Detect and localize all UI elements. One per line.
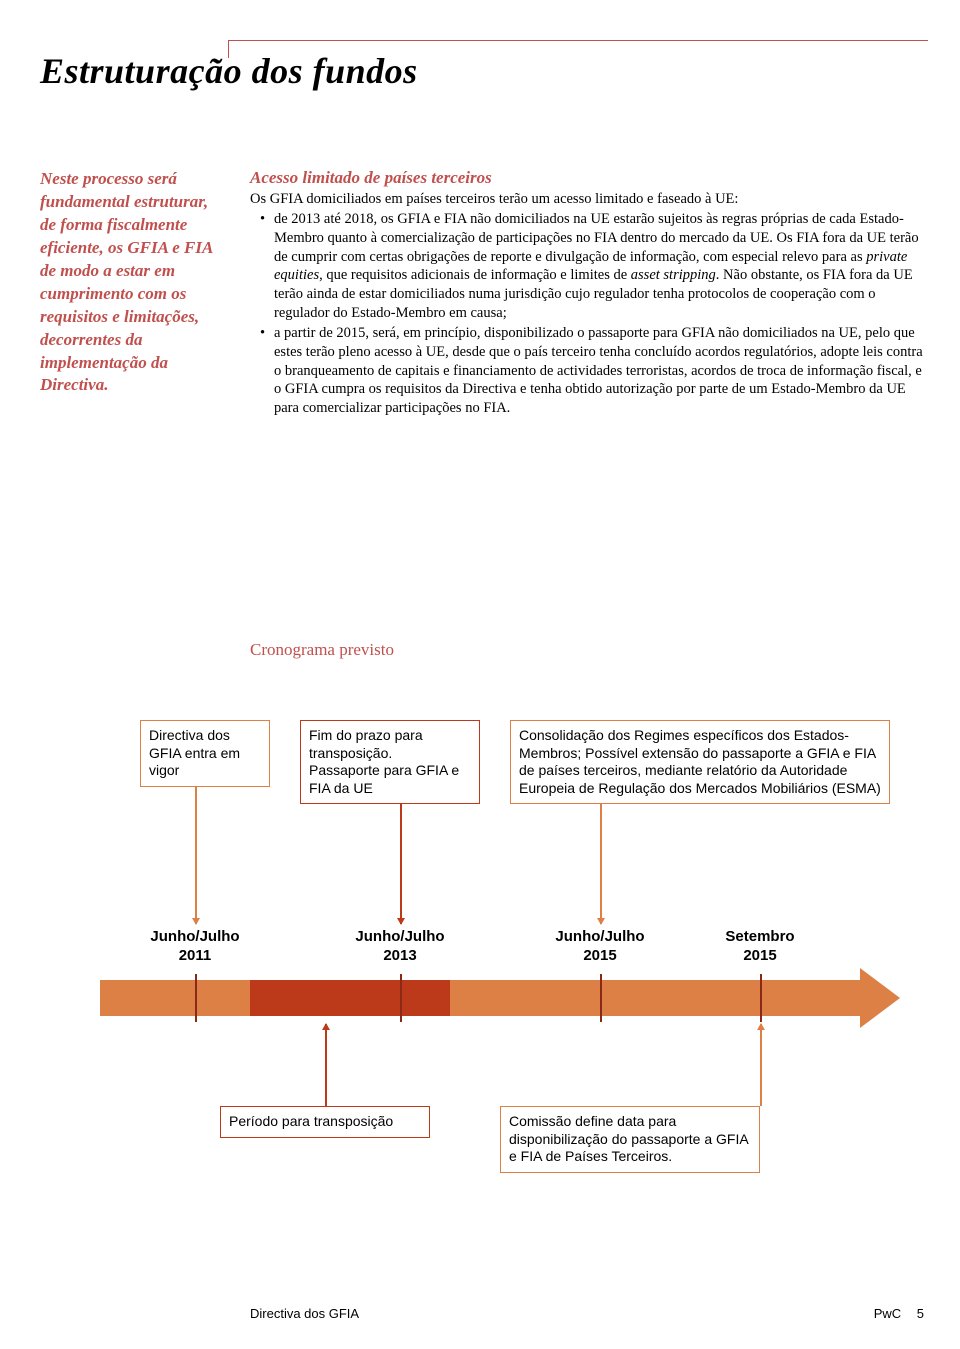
bullet-list: de 2013 até 2018, os GFIA e FIA não domi… (250, 210, 926, 418)
section-heading: Acesso limitado de países terceiros (250, 168, 926, 188)
timeline-date-label: Junho/Julho2015 (540, 928, 660, 966)
timeline-arrow-body (100, 980, 860, 1016)
timeline-arrow-head (860, 968, 900, 1028)
timeline-connector-down (400, 804, 402, 924)
asset-stripping-term: asset stripping (631, 267, 716, 283)
sidebar-blurb: Neste processo será fundamental estrutur… (40, 168, 220, 397)
timeline-upper-box: Directiva dos GFIA entra em vigor (140, 720, 270, 787)
footer-right: PwC 5 (874, 1306, 924, 1321)
timeline-tick (760, 974, 762, 1022)
main-column: Acesso limitado de países terceiros Os G… (250, 168, 926, 418)
bullet1-part-b: , que requisitos adicionais de informaçã… (319, 267, 631, 283)
timeline-connector-up (760, 1024, 762, 1106)
timeline-date-label: Junho/Julho2013 (340, 928, 460, 966)
footer-left: Directiva dos GFIA (250, 1306, 359, 1321)
timeline-lower-box: Período para transposição (220, 1106, 430, 1138)
timeline-connector-down (600, 804, 602, 924)
timeline-lower-box: Comissão define data para disponibilizaç… (500, 1106, 760, 1173)
page-title: Estruturação dos fundos (40, 50, 418, 92)
timeline-segment (250, 980, 450, 1016)
timeline-date-label: Junho/Julho2011 (135, 928, 255, 966)
timeline-upper-box: Consolidação dos Regimes específicos dos… (510, 720, 890, 804)
bullet1-part-a: de 2013 até 2018, os GFIA e FIA não domi… (274, 211, 919, 265)
bullet-2: a partir de 2015, será, em princípio, di… (250, 324, 926, 418)
timeline-connector-up (325, 1024, 327, 1106)
timeline-tick (600, 974, 602, 1022)
timeline-connector-down (195, 787, 197, 924)
timeline-date-label: Setembro2015 (700, 928, 820, 966)
cronograma-heading: Cronograma previsto (250, 640, 394, 660)
footer-brand: PwC (874, 1306, 901, 1321)
timeline-tick (400, 974, 402, 1022)
timeline-tick (195, 974, 197, 1022)
body-intro: Os GFIA domiciliados em países terceiros… (250, 190, 926, 209)
timeline-diagram: Junho/Julho2011 Junho/Julho2013 Junho/Julh… (100, 720, 900, 1220)
footer-page: 5 (917, 1306, 924, 1321)
bullet-1: de 2013 até 2018, os GFIA e FIA não domi… (250, 210, 926, 323)
timeline-upper-box: Fim do prazo para transposição.Passaport… (300, 720, 480, 804)
